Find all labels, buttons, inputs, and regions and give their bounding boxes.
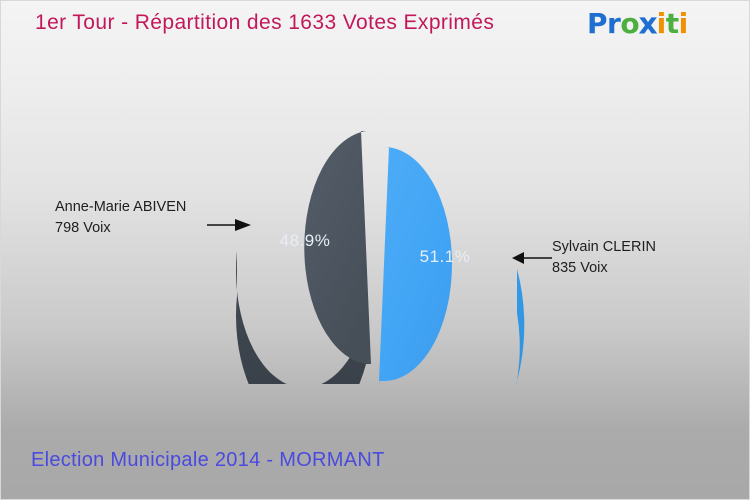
- slice-label-right: 51.1%: [420, 247, 471, 266]
- page-title: 1er Tour - Répartition des 1633 Votes Ex…: [35, 11, 495, 34]
- pie-chart-canvas: 48.9% 51.1%: [227, 119, 527, 384]
- callout-left: Anne-Marie ABIVEN 798 Voix: [55, 197, 186, 239]
- logo-letter-o: o: [620, 7, 640, 40]
- leader-arrow-right: [512, 252, 552, 264]
- pie-slice-left: [304, 131, 371, 364]
- logo-letter-i-second: i: [678, 7, 689, 40]
- proxiti-logo: Proxiti: [587, 5, 689, 41]
- logo-letter-r: r: [607, 7, 621, 40]
- leader-arrow-left: [207, 219, 251, 231]
- pie-slice-right: [379, 147, 452, 381]
- candidate-name-right: Sylvain CLERIN: [552, 239, 656, 255]
- candidate-name-left: Anne-Marie ABIVEN: [55, 199, 187, 215]
- logo-letter-p: P: [587, 7, 608, 40]
- candidate-votes-left: 798 Voix: [55, 220, 111, 237]
- logo-letter-i-first: i: [656, 7, 667, 40]
- candidate-votes-right: 835 Voix: [552, 260, 608, 277]
- logo-letter-t: t: [665, 7, 679, 40]
- pie-slice-left-side: [236, 251, 366, 384]
- callout-right: Sylvain CLERIN 835 Voix: [552, 237, 656, 279]
- pie-svg: 48.9% 51.1%: [236, 131, 525, 384]
- logo-letter-x: x: [638, 5, 658, 41]
- chart-footer-caption: Election Municipale 2014 - MORMANT: [31, 449, 385, 471]
- slice-label-left: 48.9%: [280, 231, 331, 250]
